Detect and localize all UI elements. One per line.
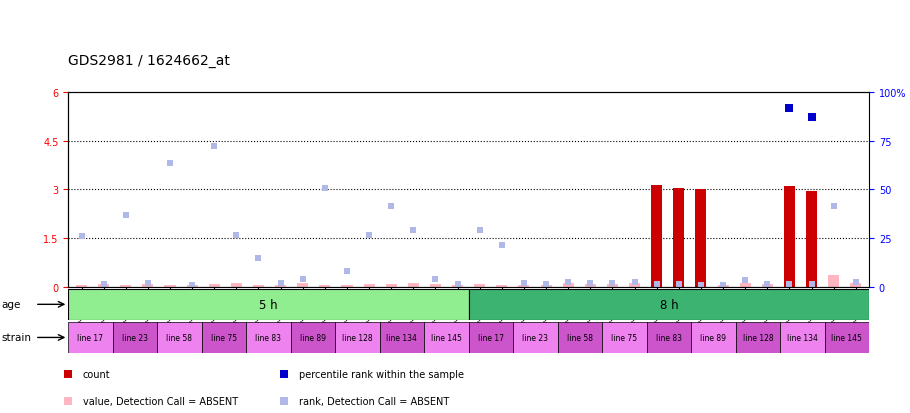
Text: age: age [2,299,21,310]
Bar [430,285,441,287]
Bar [247,322,290,353]
Bar [142,285,154,287]
Bar [784,187,795,287]
Bar [806,192,817,287]
Bar [585,285,596,287]
Text: line 145: line 145 [431,333,462,342]
Text: line 75: line 75 [612,333,637,342]
Bar [850,284,861,287]
Text: 8 h: 8 h [660,298,678,311]
Bar [496,285,508,287]
Bar [319,285,330,287]
Text: line 23: line 23 [122,333,148,342]
Bar [780,322,824,353]
Text: percentile rank within the sample: percentile rank within the sample [298,369,464,379]
Bar [386,285,397,287]
Bar [824,322,869,353]
Text: line 128: line 128 [743,333,774,342]
Text: count: count [83,369,110,379]
Text: line 17: line 17 [478,333,504,342]
Bar [379,322,424,353]
Bar [157,322,202,353]
Bar [607,285,618,287]
Text: line 58: line 58 [567,333,593,342]
Text: value, Detection Call = ABSENT: value, Detection Call = ABSENT [83,396,238,406]
Bar [341,285,352,287]
Text: 5 h: 5 h [259,298,278,311]
Bar [513,322,558,353]
Bar [231,284,242,287]
Bar [740,284,751,287]
Bar [68,322,113,353]
Text: line 83: line 83 [656,333,682,342]
Bar [424,322,469,353]
Text: line 89: line 89 [701,333,726,342]
Text: line 58: line 58 [167,333,193,342]
Bar [695,190,706,287]
Bar [208,285,220,287]
Bar [828,276,839,287]
Bar [691,322,735,353]
Text: strain: strain [2,332,32,343]
Bar [120,286,131,287]
Bar [290,322,335,353]
Bar [202,322,247,353]
Bar [408,284,419,287]
Bar [275,285,286,287]
Bar [541,285,551,287]
Bar [558,322,602,353]
Bar [762,285,773,287]
Text: line 145: line 145 [832,333,863,342]
Bar [602,322,647,353]
Bar [364,285,375,287]
Text: line 134: line 134 [387,333,418,342]
Text: line 75: line 75 [211,333,237,342]
Bar [717,285,729,287]
Bar [469,289,869,320]
Text: line 23: line 23 [522,333,549,342]
Bar [673,188,684,287]
Bar [68,289,469,320]
Bar [187,286,197,287]
Bar [452,285,463,287]
Bar [253,285,264,287]
Bar [335,322,379,353]
Text: line 83: line 83 [256,333,281,342]
Bar [98,285,109,287]
Bar [735,322,780,353]
Text: line 134: line 134 [787,333,818,342]
Text: rank, Detection Call = ABSENT: rank, Detection Call = ABSENT [298,396,450,406]
Bar [474,285,485,287]
Text: line 17: line 17 [77,333,104,342]
Bar [562,284,573,287]
Bar [652,185,662,287]
Text: GDS2981 / 1624662_at: GDS2981 / 1624662_at [68,54,230,68]
Bar [76,286,87,287]
Text: line 89: line 89 [300,333,326,342]
Bar [165,285,176,287]
Bar [113,322,157,353]
Bar [647,322,691,353]
Bar [629,284,640,287]
Text: line 128: line 128 [342,333,373,342]
Bar [298,283,308,287]
Bar [469,322,513,353]
Bar [519,286,530,287]
